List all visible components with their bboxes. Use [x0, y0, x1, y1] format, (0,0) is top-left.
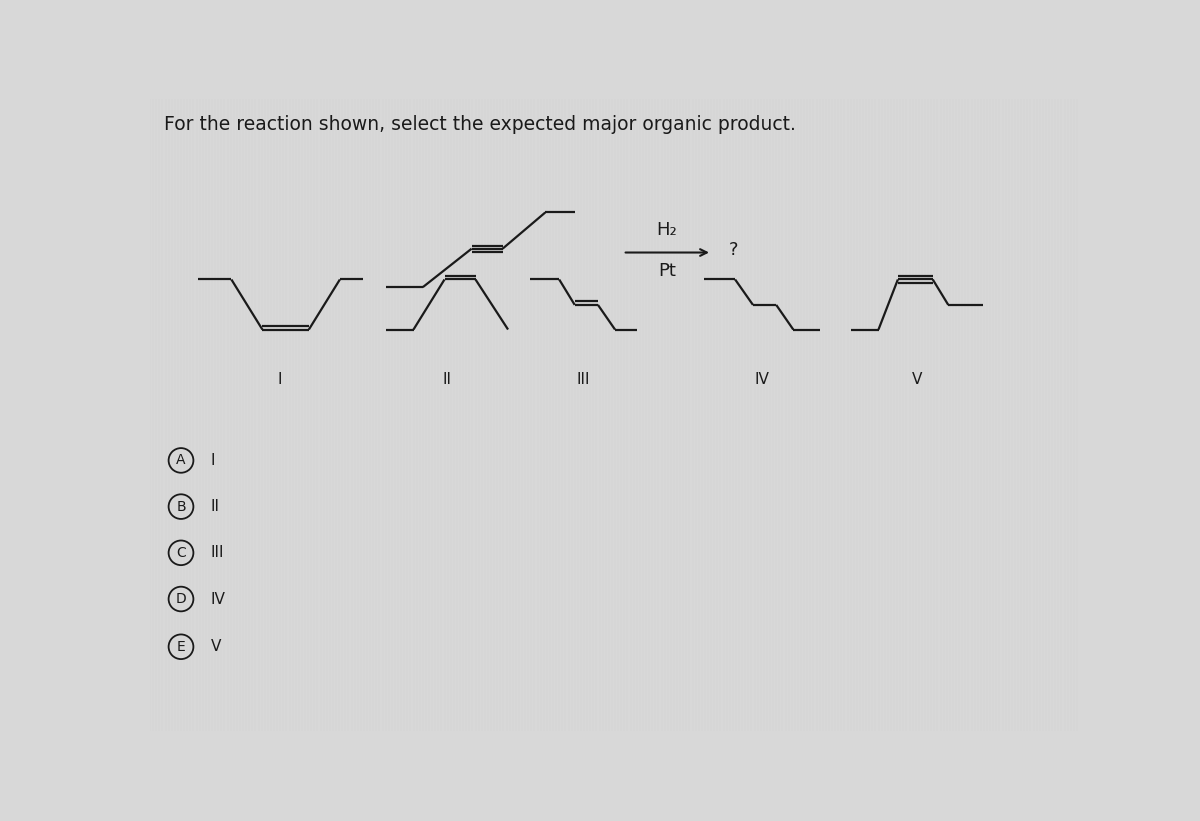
Text: D: D [175, 592, 186, 606]
Text: IV: IV [210, 591, 226, 607]
Text: E: E [176, 640, 185, 654]
Text: H₂: H₂ [656, 221, 677, 239]
Text: C: C [176, 546, 186, 560]
Text: For the reaction shown, select the expected major organic product.: For the reaction shown, select the expec… [164, 115, 796, 134]
Text: II: II [210, 499, 220, 514]
Text: V: V [210, 640, 221, 654]
Text: A: A [176, 453, 186, 467]
Text: III: III [210, 545, 224, 560]
Text: II: II [443, 372, 451, 387]
Text: I: I [278, 372, 282, 387]
Text: IV: IV [755, 372, 769, 387]
Text: ?: ? [728, 241, 738, 259]
Text: I: I [210, 453, 215, 468]
Text: B: B [176, 500, 186, 514]
Text: III: III [576, 372, 590, 387]
Text: Pt: Pt [658, 262, 676, 280]
Text: V: V [912, 372, 923, 387]
